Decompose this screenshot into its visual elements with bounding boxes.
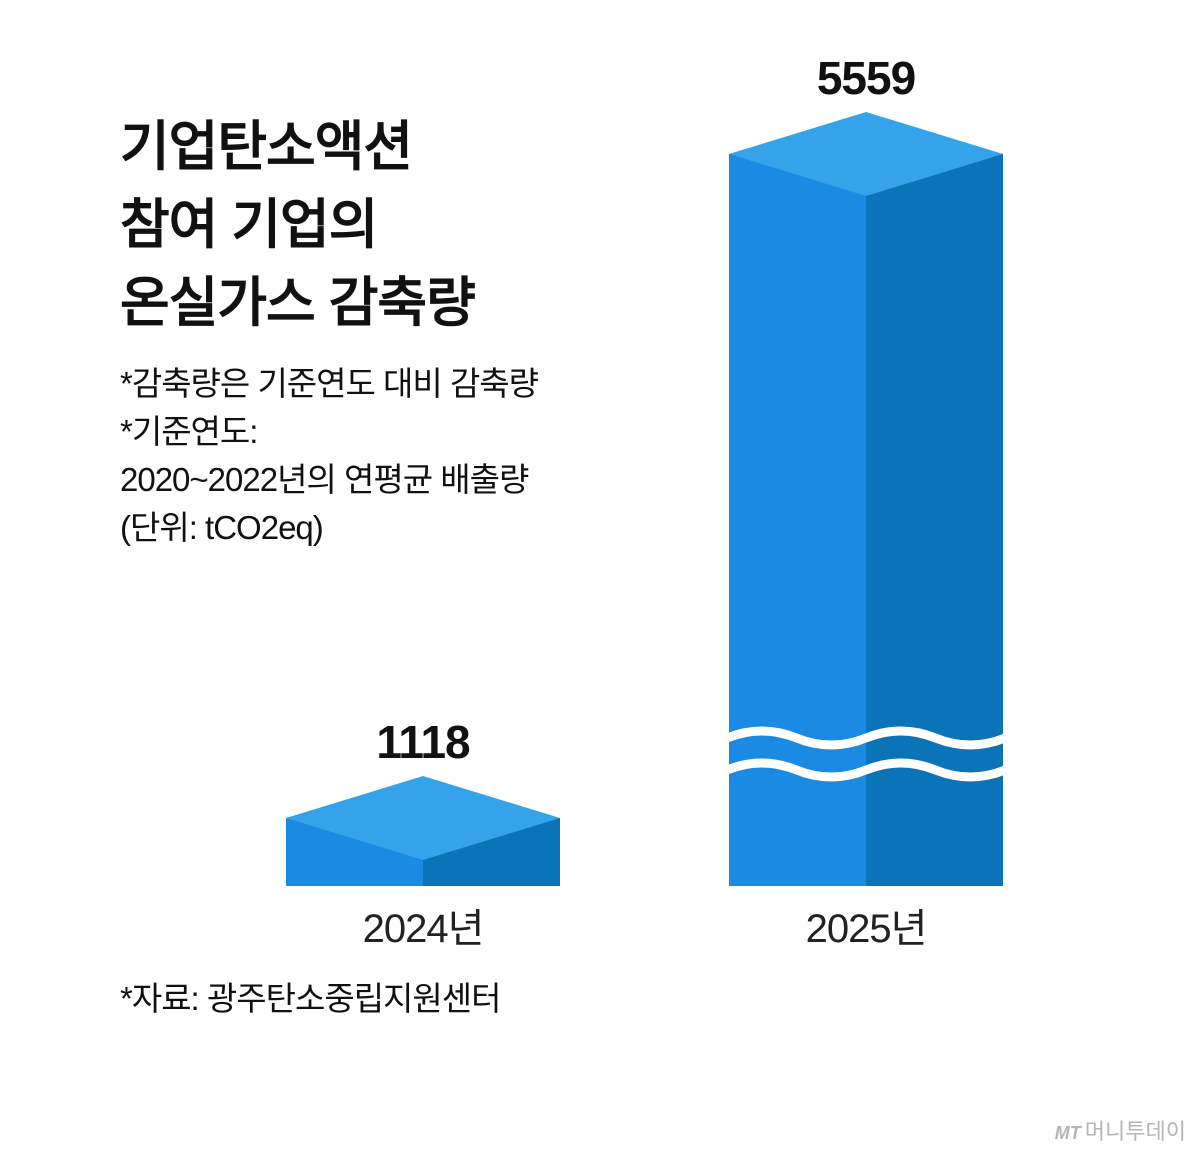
bar-value-label: 5559 <box>817 52 915 104</box>
note-line: *감축량은 기준연도 대비 감축량 <box>120 365 539 402</box>
title-line: 온실가스 감축량 <box>120 273 476 333</box>
bar-value-label: 1118 <box>376 716 470 768</box>
chart-title: 기업탄소액션 참여 기업의 온실가스 감축량 <box>120 108 640 342</box>
axis-break-wave <box>725 758 1007 782</box>
chart-notes: *감축량은 기준연도 대비 감축량 *기준연도: 2020~2022년의 연평균… <box>120 360 640 552</box>
note-line: (단위: tCO2eq) <box>120 509 324 546</box>
title-line: 기업탄소액션 <box>120 117 413 177</box>
category-label: 2025년 <box>806 907 927 951</box>
note-line: *기준연도: <box>120 413 258 450</box>
source-note: *자료: 광주탄소중립지원센터 <box>120 980 501 1017</box>
bar-top-face <box>286 776 560 860</box>
publisher-logo: MT 머니투데이 <box>1055 1114 1186 1146</box>
logo-name: 머니투데이 <box>1084 1119 1186 1144</box>
title-line: 참여 기업의 <box>120 195 378 255</box>
axis-break-wave <box>725 726 1007 750</box>
logo-mark: MT <box>1054 1123 1081 1143</box>
category-label: 2024년 <box>363 907 484 951</box>
note-line: 2020~2022년의 연평균 배출량 <box>120 461 529 498</box>
bar-top-face <box>729 112 1003 196</box>
